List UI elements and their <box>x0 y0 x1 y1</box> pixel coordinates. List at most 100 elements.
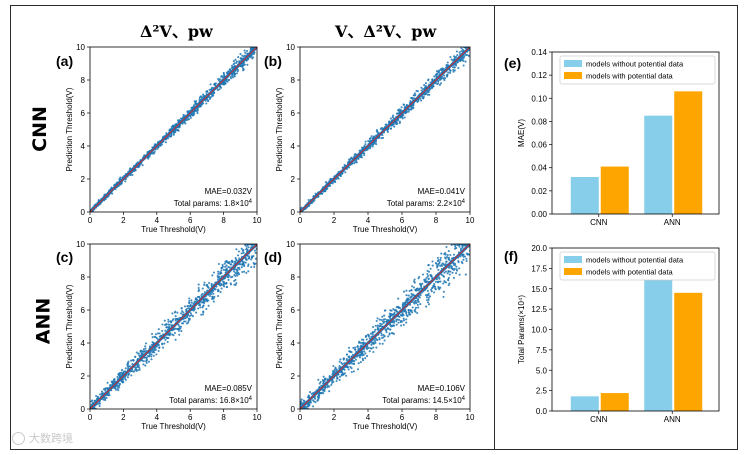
scatter-point <box>465 257 468 260</box>
scatter-point <box>372 341 375 344</box>
scatter-point <box>231 73 234 76</box>
scatter-point <box>319 380 322 384</box>
y-tick-label: 10 <box>286 240 295 249</box>
scatter-point <box>352 346 355 349</box>
scatter-point <box>230 263 233 266</box>
scatter-point <box>364 352 367 355</box>
scatter-point <box>426 272 429 276</box>
scatter-point <box>447 71 450 74</box>
scatter-point <box>171 312 174 315</box>
scatter-point <box>398 307 402 310</box>
scatter-point <box>452 253 456 256</box>
scatter-point <box>343 372 346 375</box>
scatter-point <box>155 353 158 356</box>
scatter-point <box>240 247 243 250</box>
scatter-point <box>427 90 430 93</box>
scatter-point <box>443 271 446 274</box>
scatter-point <box>208 96 211 99</box>
scatter-point <box>365 355 369 358</box>
scatter-point <box>456 54 459 57</box>
scatter-point <box>371 143 374 146</box>
scatter-point <box>309 391 312 394</box>
scatter-point <box>187 307 191 310</box>
scatter-point <box>411 285 414 288</box>
scatter-point <box>434 262 438 265</box>
scatter-point <box>449 270 452 273</box>
y-tick-label: 0 <box>291 208 296 217</box>
legend-box <box>559 251 716 281</box>
scatter-point <box>167 323 170 326</box>
scatter-point <box>370 341 374 344</box>
scatter-point <box>157 328 160 331</box>
scatter-point <box>153 335 156 338</box>
scatter-point <box>194 102 197 105</box>
scatter-point <box>357 362 360 365</box>
scatter-point <box>449 253 452 257</box>
scatter-point <box>202 102 205 105</box>
scatter-point <box>151 336 154 339</box>
scatter-point <box>421 273 425 276</box>
y-tick-label: 8 <box>81 76 86 85</box>
scatter-point <box>433 291 436 294</box>
scatter-point <box>144 349 147 352</box>
scatter-point <box>448 265 451 268</box>
scatter-point <box>182 311 185 314</box>
scatter-point <box>118 383 121 386</box>
scatter-point <box>355 159 358 162</box>
scatter-point <box>462 258 465 261</box>
scatter-point <box>129 174 132 177</box>
scatter-point <box>442 290 445 293</box>
scatter-point <box>150 355 153 358</box>
scatter-point <box>196 112 199 115</box>
scatter-point <box>208 88 211 91</box>
scatter-point <box>211 274 214 277</box>
scatter-point <box>437 79 440 83</box>
scatter-point <box>379 325 382 328</box>
scatter-point <box>164 338 167 341</box>
scatter-point <box>166 325 169 329</box>
scatter-point <box>198 96 201 99</box>
scatter-point <box>107 394 110 397</box>
scatter-point <box>418 296 421 299</box>
scatter-point <box>400 324 403 327</box>
scatter-point <box>398 108 401 111</box>
y-tick-label: 20.0 <box>531 244 547 253</box>
x-axis-label: True Threshold(V) <box>353 225 418 234</box>
scatter-point <box>322 375 325 378</box>
scatter-point <box>374 324 377 327</box>
scatter-point <box>233 75 236 78</box>
scatter-point <box>145 361 148 364</box>
scatter-point <box>452 70 455 73</box>
y-tick-label: 4 <box>291 339 296 348</box>
scatter-point <box>229 276 233 279</box>
scatter-point <box>444 256 447 259</box>
scatter-point <box>427 264 430 267</box>
scatter-point <box>439 82 443 85</box>
scatter-point <box>457 66 460 70</box>
scatter-point <box>112 381 115 385</box>
x-tick-label: 2 <box>332 216 337 225</box>
scatter-point <box>453 247 457 250</box>
scatter-point <box>454 63 457 66</box>
scatter-point <box>233 279 236 282</box>
scatter-point <box>375 319 378 323</box>
scatter-point <box>445 64 448 67</box>
y-tick-label: 0.00 <box>531 210 547 219</box>
scatter-point <box>436 264 439 268</box>
y-tick-label: 0.14 <box>531 48 547 57</box>
y-tick-label: 12.5 <box>531 305 547 314</box>
scatter-point <box>374 140 377 143</box>
scatter-point <box>414 299 417 302</box>
scatter-point <box>122 370 125 373</box>
scatter-point <box>388 312 391 315</box>
scatter-point <box>204 298 207 301</box>
scatter-point <box>241 262 244 265</box>
scatter-point <box>144 364 147 367</box>
scatter-point <box>180 330 183 333</box>
scatter-point <box>455 268 458 271</box>
scatter-point <box>219 271 222 274</box>
scatter-point <box>460 260 463 263</box>
scatter-point <box>444 281 448 284</box>
scatter-point <box>401 114 404 117</box>
scatter-point <box>134 355 137 358</box>
